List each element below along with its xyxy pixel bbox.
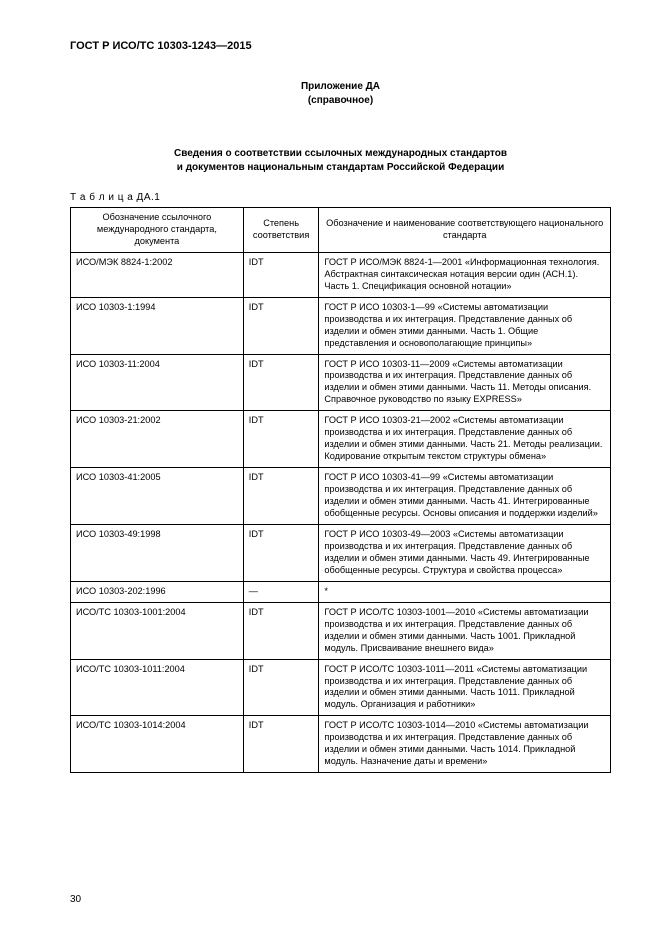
table-row: ИСО/ТС 10303-1014:2004 IDT ГОСТ Р ИСО/ТС… [71,716,611,773]
appendix-line2: (справочное) [70,94,611,108]
section-title: Сведения о соответствии ссылочных междун… [70,147,611,174]
cell-desc: ГОСТ Р ИСО/МЭК 8824-1—2001 «Информационн… [319,252,611,297]
cell-ref: ИСО 10303-21:2002 [71,411,244,468]
table-row: ИСО/МЭК 8824-1:2002 IDT ГОСТ Р ИСО/МЭК 8… [71,252,611,297]
cell-ref: ИСО 10303-11:2004 [71,354,244,411]
cell-degree: IDT [243,252,319,297]
cell-desc: ГОСТ Р ИСО 10303-49—2003 «Системы автома… [319,524,611,581]
cell-degree: IDT [243,716,319,773]
cell-degree: IDT [243,411,319,468]
table-body: ИСО/МЭК 8824-1:2002 IDT ГОСТ Р ИСО/МЭК 8… [71,252,611,772]
page: ГОСТ Р ИСО/ТС 10303-1243—2015 Приложение… [0,0,661,935]
col-header-degree: Степень соответствия [243,208,319,253]
cell-ref: ИСО/ТС 10303-1001:2004 [71,602,244,659]
table-row: ИСО 10303-11:2004 IDT ГОСТ Р ИСО 10303-1… [71,354,611,411]
cell-degree: IDT [243,297,319,354]
cell-ref: ИСО/МЭК 8824-1:2002 [71,252,244,297]
appendix-heading: Приложение ДА (справочное) [70,80,611,107]
table-row: ИСО 10303-21:2002 IDT ГОСТ Р ИСО 10303-2… [71,411,611,468]
table-row: ИСО 10303-49:1998 IDT ГОСТ Р ИСО 10303-4… [71,524,611,581]
table-row: ИСО 10303-1:1994 IDT ГОСТ Р ИСО 10303-1—… [71,297,611,354]
cell-degree: IDT [243,468,319,525]
table-row: ИСО/ТС 10303-1011:2004 IDT ГОСТ Р ИСО/ТС… [71,659,611,716]
col-header-desc: Обозначение и наименование соответствующ… [319,208,611,253]
table-row: ИСО/ТС 10303-1001:2004 IDT ГОСТ Р ИСО/ТС… [71,602,611,659]
cell-ref: ИСО 10303-1:1994 [71,297,244,354]
cell-desc: ГОСТ Р ИСО/ТС 10303-1001—2010 «Системы а… [319,602,611,659]
cell-ref: ИСО 10303-202:1996 [71,581,244,602]
table-row: ИСО 10303-202:1996 — * [71,581,611,602]
cell-degree: — [243,581,319,602]
cell-desc: * [319,581,611,602]
cell-desc: ГОСТ Р ИСО 10303-1—99 «Системы автоматиз… [319,297,611,354]
table-label: Т а б л и ц а ДА.1 [70,192,611,203]
cell-degree: IDT [243,354,319,411]
document-code: ГОСТ Р ИСО/ТС 10303-1243—2015 [70,40,611,52]
cell-ref: ИСО 10303-49:1998 [71,524,244,581]
cell-ref: ИСО 10303-41:2005 [71,468,244,525]
title-line2: и документов национальным стандартам Рос… [70,161,611,175]
col-header-ref: Обозначение ссылочного международного ст… [71,208,244,253]
cell-degree: IDT [243,524,319,581]
cell-ref: ИСО/ТС 10303-1014:2004 [71,716,244,773]
cell-desc: ГОСТ Р ИСО 10303-21—2002 «Системы автома… [319,411,611,468]
page-number: 30 [70,894,81,905]
table-header-row: Обозначение ссылочного международного ст… [71,208,611,253]
cell-desc: ГОСТ Р ИСО/ТС 10303-1014—2010 «Системы а… [319,716,611,773]
standards-table: Обозначение ссылочного международного ст… [70,207,611,773]
cell-desc: ГОСТ Р ИСО/ТС 10303-1011—2011 «Системы а… [319,659,611,716]
cell-ref: ИСО/ТС 10303-1011:2004 [71,659,244,716]
cell-degree: IDT [243,602,319,659]
appendix-line1: Приложение ДА [70,80,611,94]
cell-desc: ГОСТ Р ИСО 10303-11—2009 «Системы автома… [319,354,611,411]
title-line1: Сведения о соответствии ссылочных междун… [70,147,611,161]
cell-desc: ГОСТ Р ИСО 10303-41—99 «Системы автомати… [319,468,611,525]
cell-degree: IDT [243,659,319,716]
table-row: ИСО 10303-41:2005 IDT ГОСТ Р ИСО 10303-4… [71,468,611,525]
